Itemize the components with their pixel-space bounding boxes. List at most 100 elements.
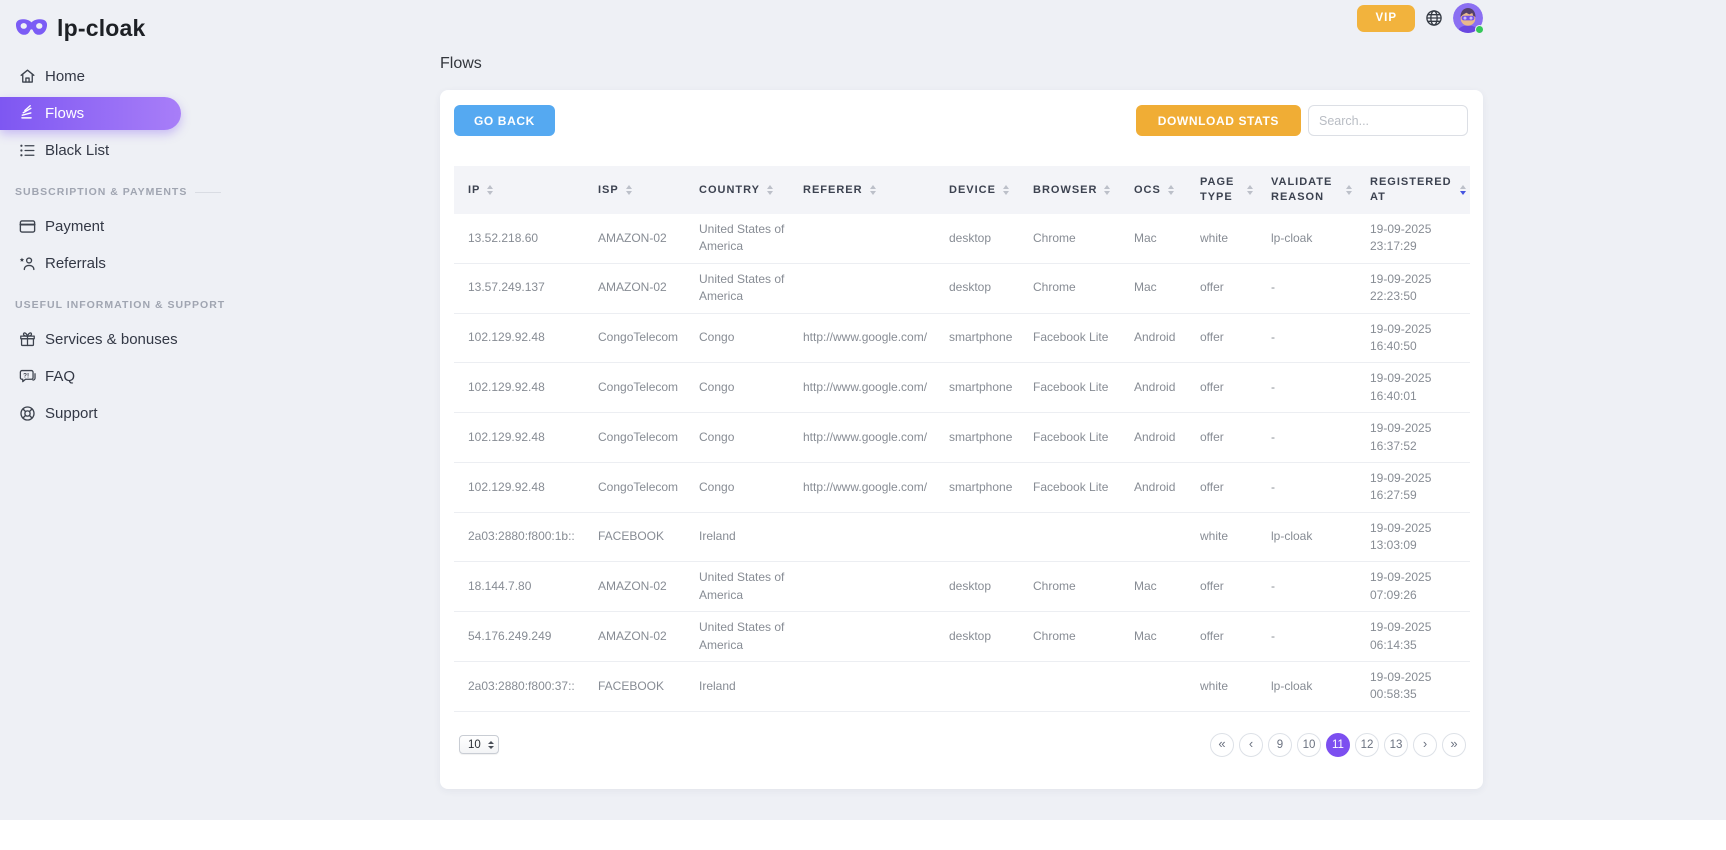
column-header-page_type[interactable]: PAGE TYPE	[1186, 166, 1257, 214]
cell-country: Congo	[685, 313, 789, 364]
cell-isp: CongoTelecom	[584, 462, 685, 513]
cell-page_type: offer	[1186, 362, 1257, 414]
sort-icon	[766, 185, 773, 195]
sidebar-item-faq[interactable]: ?! FAQ	[0, 360, 181, 393]
last-page-button[interactable]: »	[1442, 732, 1466, 757]
cell-browser: Chrome	[1019, 611, 1120, 663]
cell-browser	[1019, 661, 1120, 712]
cell-referer	[789, 512, 935, 563]
cell-referer	[789, 561, 935, 613]
prev-page-button[interactable]: ‹	[1239, 732, 1263, 757]
cell-device: smartphone	[935, 313, 1019, 364]
cell-browser: Chrome	[1019, 561, 1120, 613]
cell-isp: FACEBOOK	[584, 512, 685, 563]
cell-validate_reason: lp-cloak	[1257, 214, 1356, 264]
mask-logo-icon	[15, 18, 48, 38]
list-icon	[17, 141, 37, 161]
column-header-browser[interactable]: BROWSER	[1019, 166, 1120, 214]
sidebar-item-referrals[interactable]: Referrals	[0, 247, 181, 280]
page-size-value: 10	[468, 738, 481, 751]
pagination-bar: 10 « ‹ 9 10 11 12 13 › »	[459, 732, 1466, 757]
table-row: 2a03:2880:f800:37:: FACEBOOK Ireland white l…	[454, 661, 1470, 712]
cell-ip: 102.129.92.48	[454, 313, 584, 364]
topbar-actions: VIP	[1357, 3, 1484, 34]
table-row: 13.52.218.60 AMAZON-02 United States of Am…	[454, 214, 1470, 264]
brand-logo[interactable]: lp-cloak	[0, 0, 210, 44]
cell-country: Ireland	[685, 512, 789, 563]
card-toolbar: GO BACK DOWNLOAD STATS	[454, 105, 1468, 136]
cell-page_type: white	[1186, 661, 1257, 712]
sidebar-item-home[interactable]: Home	[0, 60, 181, 93]
sort-icon	[1460, 185, 1466, 195]
flows-card: GO BACK DOWNLOAD STATS IP ISP COUNTRY REFER…	[440, 90, 1483, 789]
cell-ip: 102.129.92.48	[454, 412, 584, 463]
column-header-label: PAGE TYPE	[1200, 176, 1235, 203]
cell-isp: CongoTelecom	[584, 362, 685, 414]
cell-ocs: Android	[1120, 313, 1186, 364]
column-header-isp[interactable]: ISP	[584, 166, 685, 214]
page-button-13[interactable]: 13	[1384, 732, 1408, 757]
home-icon	[17, 67, 37, 87]
sidebar: lp-cloak Home Flows	[0, 0, 224, 430]
page-button-10[interactable]: 10	[1297, 732, 1321, 757]
cell-isp: AMAZON-02	[584, 611, 685, 663]
cell-page_type: offer	[1186, 462, 1257, 513]
cell-ocs: Android	[1120, 412, 1186, 463]
user-avatar[interactable]	[1453, 3, 1484, 34]
cell-validate_reason: -	[1257, 263, 1356, 314]
stepper-icon	[487, 740, 494, 749]
cell-device: desktop	[935, 561, 1019, 613]
sidebar-item-label: Services & bonuses	[45, 331, 178, 348]
sidebar-item-payment[interactable]: Payment	[0, 210, 181, 243]
cell-device	[935, 512, 1019, 563]
column-header-label: DEVICE	[949, 183, 996, 196]
page-size-select[interactable]: 10	[459, 735, 499, 755]
column-header-ocs[interactable]: OCS	[1120, 166, 1186, 214]
column-header-country[interactable]: COUNTRY	[685, 166, 789, 214]
page-button-11[interactable]: 11	[1326, 732, 1350, 757]
cell-ocs: Mac	[1120, 561, 1186, 613]
cell-registered_at: 19-09-2025 16:40:50	[1356, 313, 1470, 364]
flows-icon	[17, 104, 37, 124]
cell-page_type: white	[1186, 214, 1257, 264]
cell-referer: http://www.google.com/	[789, 362, 935, 414]
page-button-9[interactable]: 9	[1268, 732, 1292, 757]
gift-icon	[17, 330, 37, 350]
svg-text:?!: ?!	[23, 372, 29, 379]
sidebar-item-black-list[interactable]: Black List	[0, 134, 181, 167]
sidebar-item-label: FAQ	[45, 368, 76, 385]
column-header-ip[interactable]: IP	[454, 166, 584, 214]
download-stats-button[interactable]: DOWNLOAD STATS	[1135, 105, 1301, 136]
cell-ocs: Mac	[1120, 611, 1186, 663]
cell-validate_reason: -	[1257, 313, 1356, 364]
cell-country: Congo	[685, 462, 789, 513]
cell-ip: 102.129.92.48	[454, 362, 584, 414]
next-page-button[interactable]: ›	[1413, 732, 1437, 757]
column-header-registered_at[interactable]: REGISTERED AT	[1356, 166, 1470, 214]
column-header-validate_reason[interactable]: VALIDATE REASON	[1257, 166, 1356, 214]
vip-button[interactable]: VIP	[1357, 4, 1415, 32]
sort-icon	[869, 185, 876, 195]
search-input[interactable]	[1308, 105, 1468, 136]
sort-icon	[1002, 185, 1009, 195]
table-row: 2a03:2880:f800:1b:: FACEBOOK Ireland white l…	[454, 512, 1470, 563]
page-button-12[interactable]: 12	[1355, 732, 1379, 757]
sidebar-item-label: Payment	[45, 218, 105, 235]
sidebar-item-support[interactable]: Support	[0, 397, 181, 430]
cell-page_type: offer	[1186, 561, 1257, 613]
column-header-label: VALIDATE REASON	[1271, 176, 1333, 203]
column-header-device[interactable]: DEVICE	[935, 166, 1019, 214]
cell-device	[935, 661, 1019, 712]
cell-browser: Chrome	[1019, 214, 1120, 264]
cell-ip: 13.57.249.137	[454, 263, 584, 314]
sidebar-item-services-bonuses[interactable]: Services & bonuses	[0, 323, 181, 356]
cell-isp: CongoTelecom	[584, 313, 685, 364]
first-page-button[interactable]: «	[1210, 732, 1234, 757]
language-globe-icon[interactable]	[1424, 8, 1444, 28]
cell-referer: http://www.google.com/	[789, 462, 935, 513]
sidebar-item-flows[interactable]: Flows	[0, 97, 181, 130]
column-header-label: COUNTRY	[699, 183, 760, 196]
cell-registered_at: 19-09-2025 16:40:01	[1356, 362, 1470, 414]
column-header-referer[interactable]: REFERER	[789, 166, 935, 214]
go-back-button[interactable]: GO BACK	[454, 105, 555, 136]
